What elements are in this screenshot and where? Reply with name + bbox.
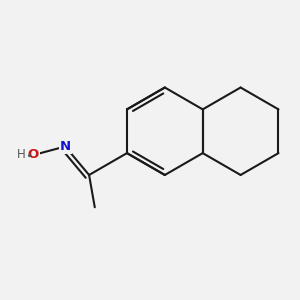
Text: O: O [28, 148, 39, 161]
Text: H: H [17, 148, 26, 161]
Text: N: N [60, 140, 71, 153]
